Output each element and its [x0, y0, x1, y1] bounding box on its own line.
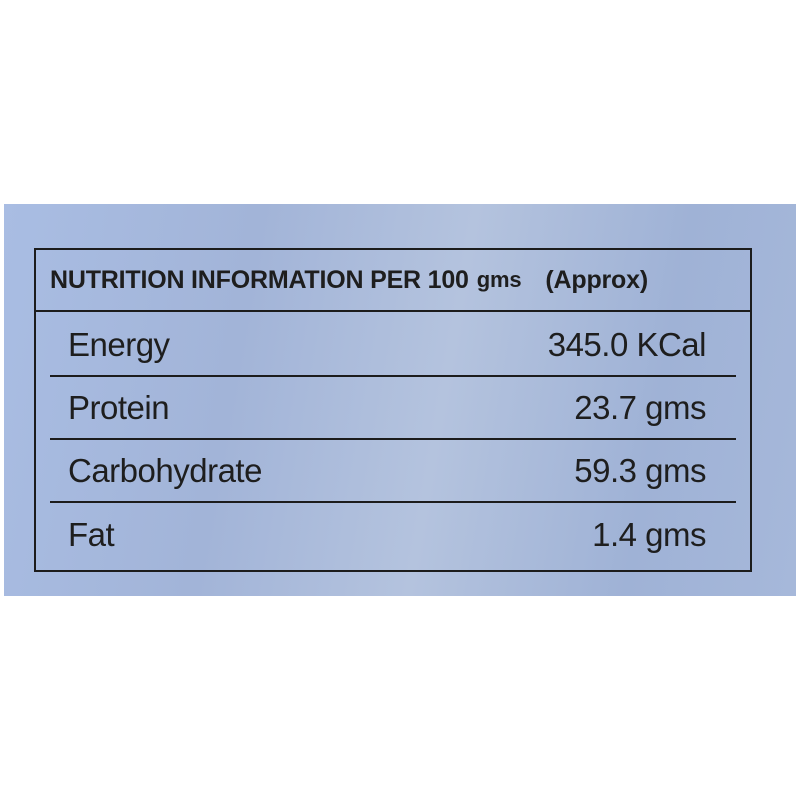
header-note: (Approx) [545, 265, 648, 294]
nutrient-name: Fat [68, 515, 115, 553]
nutrition-table: NUTRITION INFORMATION PER 100 gms (Appro… [34, 248, 752, 572]
table-row: Fat 1.4 gms [50, 503, 736, 566]
nutrient-value: 345.0 KCal [547, 325, 707, 363]
nutrition-panel: NUTRITION INFORMATION PER 100 gms (Appro… [4, 204, 796, 596]
header-title: NUTRITION INFORMATION PER 100 [50, 265, 469, 294]
nutrient-name: Carbohydrate [68, 451, 262, 489]
nutrient-name: Energy [68, 325, 170, 363]
table-row: Protein 23.7 gms [50, 377, 736, 440]
nutrient-value: 59.3 gms [574, 451, 706, 489]
table-header: NUTRITION INFORMATION PER 100 gms (Appro… [36, 250, 750, 312]
nutrient-name: Protein [68, 388, 170, 426]
nutrient-value: 23.7 gms [574, 388, 706, 426]
nutrient-value: 1.4 gms [592, 515, 706, 553]
table-row: Energy 345.0 KCal [50, 314, 736, 377]
table-row: Carbohydrate 59.3 gms [50, 440, 736, 503]
header-unit: gms [476, 267, 522, 292]
table-body: Energy 345.0 KCal Protein 23.7 gms Carbo… [50, 314, 736, 570]
